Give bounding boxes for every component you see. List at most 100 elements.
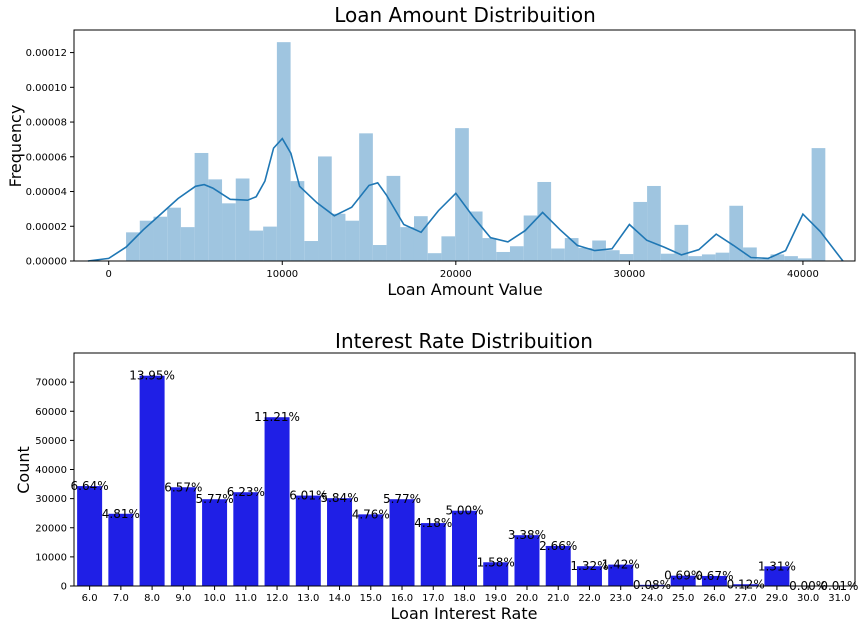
- chart2-y-axis: 0 10000 20000 30000 40000 50000 60000 70000: [35, 378, 74, 593]
- histogram-bar: [578, 247, 593, 261]
- bar: [764, 566, 790, 586]
- histogram-bar: [688, 256, 702, 261]
- histogram-bar: [811, 148, 826, 261]
- bar-percent-label: 5.00%: [445, 504, 483, 518]
- x-tick-label: 30000: [613, 269, 645, 280]
- histogram-bar: [359, 133, 373, 261]
- histogram-bar: [605, 250, 620, 261]
- x-tick-label: 23.0: [610, 593, 632, 604]
- bar-percent-label: 0.08%: [633, 578, 671, 592]
- histogram-bar: [400, 227, 414, 261]
- histogram-bar: [372, 245, 387, 261]
- histogram-bar: [537, 181, 552, 261]
- bar-percent-label: 0.00%: [789, 579, 827, 593]
- bar-percent-label: 4.81%: [102, 507, 140, 521]
- histogram-bar: [167, 207, 181, 261]
- x-tick-label: 18.0: [453, 593, 475, 604]
- bar-percent-label: 0.12%: [727, 577, 765, 591]
- histogram-bar: [647, 185, 661, 261]
- bar-percent-label: 1.31%: [758, 559, 796, 573]
- bar-percent-label: 4.76%: [352, 507, 390, 521]
- histogram-bar: [276, 42, 291, 261]
- bar: [264, 417, 290, 586]
- bar: [639, 584, 665, 586]
- histogram-bar: [249, 230, 264, 261]
- chart1-kde-line: [87, 137, 844, 262]
- x-tick-label: 26.0: [703, 593, 725, 604]
- y-tick-label: 50000: [35, 436, 67, 447]
- x-tick-label: 12.0: [266, 593, 288, 604]
- bar: [202, 499, 228, 586]
- histogram-bar: [701, 254, 716, 261]
- histogram-bar: [263, 226, 277, 261]
- bar-percent-label: 4.18%: [414, 516, 452, 530]
- x-tick-label: 10.0: [203, 593, 225, 604]
- histogram-bar: [619, 254, 634, 261]
- histogram-bar: [194, 152, 209, 261]
- histogram-bar: [345, 220, 360, 261]
- bar-percent-label: 0.69%: [664, 569, 702, 583]
- bar: [358, 514, 384, 586]
- x-tick-label: 13.0: [297, 593, 319, 604]
- bar: [576, 566, 602, 586]
- bar-percent-label: 0.01%: [820, 579, 858, 593]
- x-tick-label: 0: [106, 269, 112, 280]
- bar: [170, 487, 196, 586]
- bar: [389, 499, 415, 586]
- bar: [77, 486, 103, 586]
- y-tick-label: 10000: [35, 552, 67, 563]
- histogram-bar: [427, 253, 442, 261]
- histogram-bar: [674, 224, 689, 261]
- x-tick-label: 19.0: [485, 593, 507, 604]
- y-tick-label: 0.00012: [26, 48, 67, 59]
- histogram-bar: [509, 246, 524, 261]
- x-tick-label: 6.0: [82, 593, 98, 604]
- x-tick-label: 30.0: [797, 593, 819, 604]
- histogram-bar: [564, 238, 579, 261]
- x-tick-label: 11.0: [235, 593, 257, 604]
- x-tick-label: 27.0: [735, 593, 757, 604]
- bar-percent-label: 6.23%: [227, 485, 265, 499]
- histogram-bar: [180, 227, 195, 261]
- bar-percent-label: 1.32%: [570, 559, 608, 573]
- histogram-bar: [660, 253, 675, 261]
- chart1-y-axis: 0.00000 0.00002 0.00004 0.00006 0.00008 0.000…: [26, 48, 74, 268]
- y-tick-label: 0.00008: [26, 118, 67, 129]
- x-tick-label: 29.0: [766, 593, 788, 604]
- chart2-x-axis: 6.0 7.0 8.0 9.0 10.0 11.0 12.0 13.0 14.0 15.0 16.0…: [82, 586, 851, 604]
- bar: [608, 564, 634, 586]
- chart1-x-axis: 0 10000 20000 30000 40000: [106, 261, 819, 280]
- bar-percent-label: 2.66%: [539, 539, 577, 553]
- histogram-bar: [208, 179, 223, 261]
- chart2-ylabel: Count: [14, 446, 33, 494]
- x-tick-label: 21.0: [547, 593, 569, 604]
- bar-percent-label: 13.95%: [129, 369, 175, 383]
- histogram-bar: [797, 258, 812, 261]
- chart1-histogram-bars: [126, 42, 826, 261]
- bar: [483, 562, 509, 586]
- histogram-bar: [715, 252, 730, 261]
- y-tick-label: 0.00006: [26, 152, 67, 163]
- y-tick-label: 20000: [35, 523, 67, 534]
- bar: [514, 535, 540, 586]
- bar-percent-label: 5.77%: [196, 492, 234, 506]
- chart1-title: Loan Amount Distribuition: [334, 3, 596, 27]
- x-tick-label: 24.0: [641, 593, 663, 604]
- x-tick-label: 20000: [440, 269, 472, 280]
- histogram-bar: [386, 175, 401, 261]
- x-tick-label: 25.0: [672, 593, 694, 604]
- histogram-bar: [729, 205, 744, 261]
- bar-percent-label: 1.58%: [477, 555, 515, 569]
- histogram-bar: [126, 232, 140, 261]
- bar-percent-label: 1.42%: [602, 558, 640, 572]
- chart1-ylabel: Frequency: [6, 105, 25, 188]
- histogram-bar: [523, 215, 538, 261]
- histogram-bar: [496, 251, 510, 261]
- histogram-bar: [304, 241, 319, 261]
- y-tick-label: 40000: [35, 465, 67, 476]
- bar: [733, 584, 759, 586]
- histogram-bar: [633, 201, 648, 261]
- y-tick-label: 0.00010: [26, 83, 67, 94]
- bar-percent-label: 5.84%: [320, 491, 358, 505]
